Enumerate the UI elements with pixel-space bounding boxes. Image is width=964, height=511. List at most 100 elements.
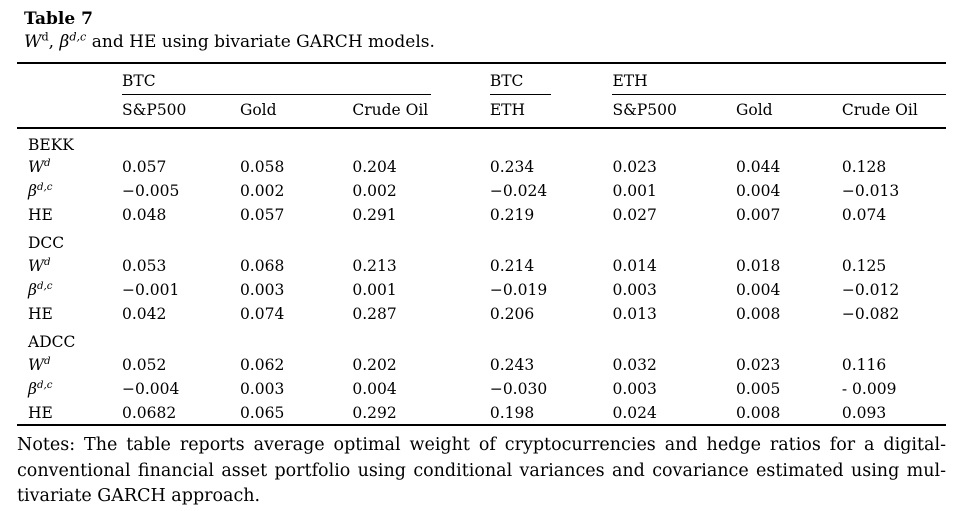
- table-row: Wd 0.053 0.068 0.213 0.214 0.014 0.018 0.125: [17, 254, 946, 278]
- cell-value: −0.004: [121, 380, 180, 398]
- group-header-btc-vs-eth: BTC: [489, 63, 613, 95]
- row-label: Wd: [28, 355, 51, 374]
- cell-value: 0.057: [121, 158, 167, 176]
- cell-value: 0.116: [841, 356, 887, 374]
- table-row: βd,c −0.005 0.002 0.002 −0.024 0.001 0.004 −0.0…: [17, 179, 946, 203]
- cell-value: 0.292: [352, 403, 397, 422]
- table-row: Wd 0.052 0.062 0.202 0.243 0.032 0.023 0.116: [17, 353, 946, 377]
- cell-value: 0.003: [239, 281, 285, 299]
- cell-value: 0.074: [841, 206, 887, 224]
- row-label: Wd: [28, 157, 51, 176]
- cell-value: 0.013: [612, 305, 657, 323]
- cell-value: 0.068: [239, 257, 285, 275]
- group-header-btc-vs-conventional: BTC: [121, 63, 490, 95]
- cell-value: 0.002: [352, 182, 397, 200]
- table-number-title: Table 7: [24, 9, 93, 29]
- column-header-eth: ETH: [489, 95, 613, 129]
- row-label: βd,c: [28, 379, 53, 398]
- cell-value: 0.053: [121, 257, 167, 275]
- cell-value: 0.213: [352, 257, 397, 275]
- notes-line: conventional financial asset portfolio u…: [17, 460, 946, 481]
- cell-value: 0.004: [736, 182, 781, 200]
- cell-value: - 0.009: [841, 380, 897, 398]
- cell-value: 0.214: [489, 257, 535, 275]
- cell-value: 0.128: [841, 158, 887, 176]
- row-label: HE: [28, 206, 53, 224]
- table-row: Wd 0.057 0.058 0.204 0.234 0.023 0.044 0.128: [17, 155, 946, 179]
- cell-value: 0.023: [736, 356, 781, 374]
- cell-value: 0.065: [239, 403, 285, 422]
- group-header-label: ETH: [612, 72, 946, 95]
- cell-value: −0.030: [489, 380, 548, 398]
- cell-value: 0.0682: [121, 403, 177, 422]
- model-section-name: ADCC: [28, 333, 76, 351]
- corner-cell: [17, 95, 122, 129]
- cell-value: 0.024: [612, 403, 657, 422]
- cell-value: 0.032: [612, 356, 657, 374]
- garch-results-table: BTC BTC ETH S&P500 Gold Crude Oil ETH S&…: [17, 62, 946, 426]
- table-caption: Wd, βd,c and HE using bivariate GARCH mo…: [24, 30, 435, 52]
- notes-line: Notes: The table reports average optimal…: [17, 435, 946, 455]
- cell-value: 0.052: [121, 356, 167, 374]
- cell-value: 0.004: [736, 281, 781, 299]
- cell-value: −0.005: [121, 182, 180, 200]
- table-body: BEKK Wd 0.057 0.058 0.204 0.234 0.023 0.044 0.12…: [17, 128, 946, 425]
- column-header-sp500: S&P500: [121, 95, 240, 129]
- table-row: βd,c −0.004 0.003 0.004 −0.030 0.003 0.005 - 0.…: [17, 377, 946, 401]
- cell-value: 0.287: [352, 305, 397, 323]
- cell-value: −0.001: [121, 281, 180, 299]
- table-row: HE 0.048 0.057 0.291 0.219 0.027 0.007 0.074: [17, 203, 946, 227]
- cell-value: 0.058: [239, 158, 285, 176]
- row-label: HE: [28, 305, 53, 323]
- cell-value: 0.243: [489, 356, 535, 374]
- cell-value: 0.001: [612, 182, 657, 200]
- cell-value: 0.007: [736, 206, 781, 224]
- column-header-crude-oil: Crude Oil: [841, 95, 946, 129]
- cell-value: 0.002: [239, 182, 285, 200]
- corner-cell: [17, 63, 122, 95]
- group-header-label: BTC: [121, 72, 431, 95]
- cell-value: 0.074: [239, 305, 285, 323]
- cell-value: 0.003: [612, 380, 657, 398]
- table-row: βd,c −0.001 0.003 0.001 −0.019 0.003 0.004 −0.0…: [17, 278, 946, 302]
- row-label: βd,c: [28, 181, 53, 200]
- cell-value: 0.125: [841, 257, 887, 275]
- cell-value: 0.008: [736, 305, 781, 323]
- cell-value: −0.012: [841, 281, 900, 299]
- cell-value: −0.082: [841, 305, 900, 323]
- table-notes: Notes: The table reports average optimal…: [17, 433, 946, 510]
- cell-value: 0.003: [239, 380, 285, 398]
- cell-value: 0.023: [612, 158, 657, 176]
- cell-value: −0.013: [841, 182, 900, 200]
- cell-value: 0.234: [489, 158, 535, 176]
- cell-value: 0.202: [352, 356, 397, 374]
- column-header-row: S&P500 Gold Crude Oil ETH S&P500 Gold Cr…: [17, 95, 946, 129]
- row-label: βd,c: [28, 280, 53, 299]
- cell-value: 0.018: [736, 257, 781, 275]
- model-section-row: DCC: [17, 227, 946, 254]
- cell-value: −0.019: [489, 281, 548, 299]
- model-section-row: ADCC: [17, 326, 946, 353]
- cell-value: 0.057: [239, 206, 285, 224]
- cell-value: 0.219: [489, 206, 535, 224]
- model-section-name: DCC: [28, 234, 65, 252]
- cell-value: 0.291: [352, 206, 397, 224]
- cell-value: 0.008: [736, 403, 781, 422]
- column-header-sp500: S&P500: [612, 95, 736, 129]
- cell-value: 0.004: [352, 380, 397, 398]
- cell-value: 0.093: [841, 403, 887, 422]
- cell-value: 0.027: [612, 206, 657, 224]
- cell-value: 0.044: [736, 158, 781, 176]
- table-row: HE 0.0682 0.065 0.292 0.198 0.024 0.008 0.093: [17, 401, 946, 425]
- model-section-row: BEKK: [17, 128, 946, 155]
- cell-value: 0.062: [239, 356, 285, 374]
- group-header-label: BTC: [489, 72, 552, 95]
- row-label: HE: [28, 403, 53, 422]
- row-label: Wd: [28, 256, 51, 275]
- cell-value: 0.204: [352, 158, 397, 176]
- table-row: HE 0.042 0.074 0.287 0.206 0.013 0.008 −0.082: [17, 302, 946, 326]
- table-header: BTC BTC ETH S&P500 Gold Crude Oil ETH S&…: [17, 63, 946, 129]
- cell-value: 0.048: [121, 206, 167, 224]
- cell-value: 0.042: [121, 305, 167, 323]
